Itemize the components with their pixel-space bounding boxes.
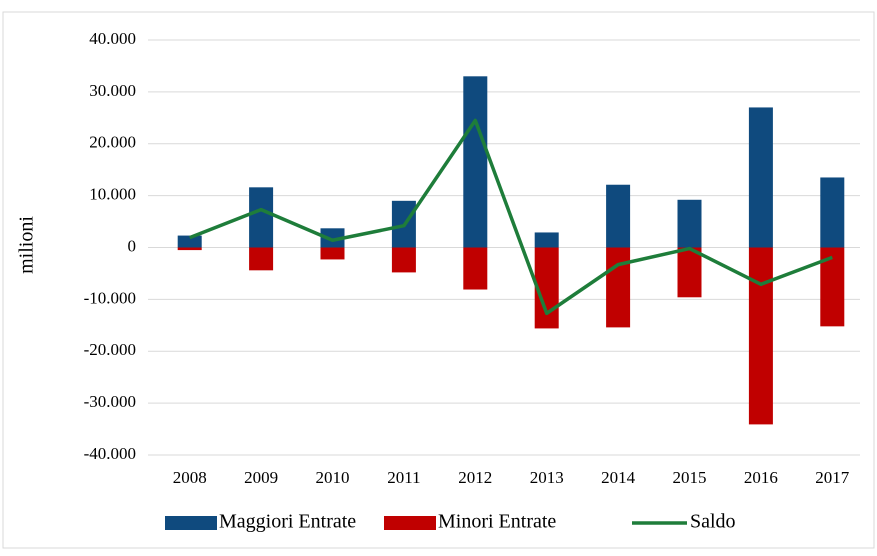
bar xyxy=(177,247,202,251)
y-tick-label: -10.000 xyxy=(84,288,136,307)
bar xyxy=(249,247,274,271)
y-tick-label: -30.000 xyxy=(84,392,136,411)
y-tick-label: 10.000 xyxy=(89,185,136,204)
bar xyxy=(320,247,345,260)
x-tick-label: 2013 xyxy=(530,468,564,487)
y-tick-label: 20.000 xyxy=(89,133,136,152)
chart-frame xyxy=(2,11,875,549)
bar xyxy=(320,228,345,248)
y-tick-label: 0 xyxy=(128,236,137,255)
legend-label: Maggiori Entrate xyxy=(219,511,356,533)
bar xyxy=(463,76,488,248)
bar xyxy=(748,247,773,425)
x-tick-label: 2010 xyxy=(316,468,350,487)
legend-label: Minori Entrate xyxy=(438,511,556,533)
y-axis-label: milioni xyxy=(16,216,38,274)
bar xyxy=(463,247,488,290)
bar xyxy=(606,247,631,328)
bar xyxy=(677,199,702,248)
line xyxy=(189,118,833,316)
legend-swatch xyxy=(384,516,436,530)
bar xyxy=(249,187,274,248)
x-tick-label: 2015 xyxy=(673,468,707,487)
bar xyxy=(677,247,702,298)
legend-label: Saldo xyxy=(690,511,736,533)
bar xyxy=(391,247,416,273)
y-tick-label: -20.000 xyxy=(84,340,136,359)
y-tick-label: -40.000 xyxy=(84,444,136,463)
y-tick-label: 30.000 xyxy=(89,81,136,100)
bar xyxy=(534,232,559,248)
y-tick-label: 40.000 xyxy=(89,29,136,48)
bar xyxy=(820,177,845,248)
x-tick-label: 2012 xyxy=(458,468,492,487)
bar xyxy=(177,235,202,248)
x-tick-label: 2011 xyxy=(387,468,420,487)
x-tick-label: 2008 xyxy=(173,468,207,487)
x-tick-label: 2014 xyxy=(601,468,636,487)
bar xyxy=(606,184,631,248)
x-tick-label: 2016 xyxy=(744,468,778,487)
x-tick-label: 2017 xyxy=(815,468,850,487)
bar xyxy=(748,107,773,248)
legend-swatch xyxy=(165,516,217,530)
x-tick-label: 2009 xyxy=(244,468,278,487)
